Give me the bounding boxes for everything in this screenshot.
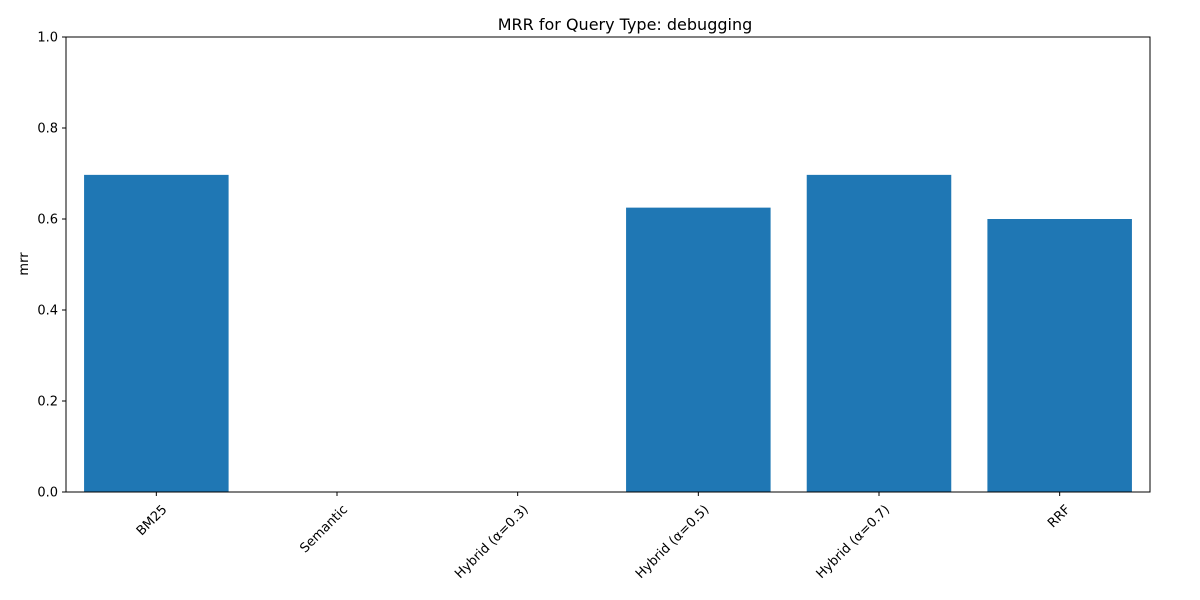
bar-3 [626,207,771,493]
bar-0 [84,174,229,492]
y-tick-label-3: 0.6 [37,213,58,228]
plot-frame [65,36,1151,493]
bars-group [84,174,1132,493]
y-tick-label-4: 0.8 [37,122,58,137]
chart-title: MRR for Query Type: debugging [498,15,753,34]
bar-4 [806,174,952,492]
y-tick-label-2: 0.4 [37,304,58,319]
y-axis-ticks: 0.0 0.2 0.4 0.6 0.8 1.0 [37,31,66,501]
y-tick-label-1: 0.2 [37,395,58,410]
y-axis-label: mrr [17,252,32,276]
y-tick-label-5: 1.0 [37,31,58,46]
y-tick-label-0: 0.0 [37,486,58,501]
bar-5 [987,219,1132,492]
